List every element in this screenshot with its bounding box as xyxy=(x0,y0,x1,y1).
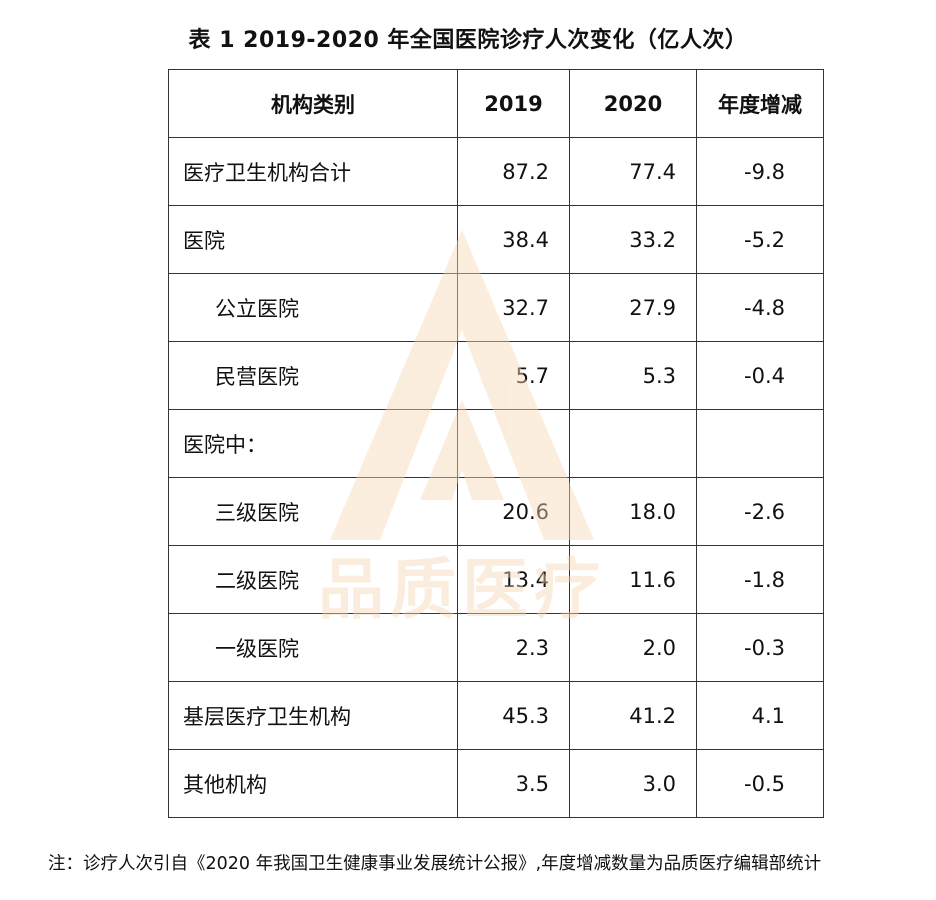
value-change: -4.8 xyxy=(696,273,824,342)
value-2020: 3.0 xyxy=(569,749,697,818)
value-2019: 45.3 xyxy=(457,681,570,750)
value-2020: 18.0 xyxy=(569,477,697,546)
table-row: 其他机构 3.5 3.0 -0.5 xyxy=(168,749,824,818)
row-label: 三级医院 xyxy=(168,477,458,546)
value-change: -1.8 xyxy=(696,545,824,614)
value-2019: 20.6 xyxy=(457,477,570,546)
row-label: 医院 xyxy=(168,205,458,274)
value-change xyxy=(696,409,824,478)
table-row: 公立医院 32.7 27.9 -4.8 xyxy=(168,273,824,342)
table-row: 二级医院 13.4 11.6 -1.8 xyxy=(168,545,824,614)
row-label: 民营医院 xyxy=(168,341,458,410)
row-label: 二级医院 xyxy=(168,545,458,614)
value-2020: 5.3 xyxy=(569,341,697,410)
row-label: 一级医院 xyxy=(168,613,458,682)
value-2019: 5.7 xyxy=(457,341,570,410)
table-row: 医院中： xyxy=(168,409,824,478)
row-label: 医院中： xyxy=(168,409,458,478)
value-change: -9.8 xyxy=(696,137,824,206)
value-2019 xyxy=(457,409,570,478)
table-row: 三级医院 20.6 18.0 -2.6 xyxy=(168,477,824,546)
row-label: 其他机构 xyxy=(168,749,458,818)
value-2019: 13.4 xyxy=(457,545,570,614)
header-row: 机构类别 2019 2020 年度增减 xyxy=(168,69,824,138)
value-2020 xyxy=(569,409,697,478)
value-2019: 3.5 xyxy=(457,749,570,818)
value-change: -0.3 xyxy=(696,613,824,682)
value-2020: 11.6 xyxy=(569,545,697,614)
value-2020: 2.0 xyxy=(569,613,697,682)
value-2019: 38.4 xyxy=(457,205,570,274)
value-2019: 2.3 xyxy=(457,613,570,682)
value-2020: 27.9 xyxy=(569,273,697,342)
table-row: 医院 38.4 33.2 -5.2 xyxy=(168,205,824,274)
value-2019: 32.7 xyxy=(457,273,570,342)
value-change: 4.1 xyxy=(696,681,824,750)
header-2020: 2020 xyxy=(569,69,697,138)
value-2020: 33.2 xyxy=(569,205,697,274)
value-change: -0.5 xyxy=(696,749,824,818)
table-title: 表 1 2019-2020 年全国医院诊疗人次变化（亿人次） xyxy=(188,28,748,53)
header-2019: 2019 xyxy=(457,69,570,138)
row-label: 基层医疗卫生机构 xyxy=(168,681,458,750)
row-label: 医疗卫生机构合计 xyxy=(168,137,458,206)
value-2020: 41.2 xyxy=(569,681,697,750)
header-category: 机构类别 xyxy=(168,69,458,138)
table-row: 医疗卫生机构合计 87.2 77.4 -9.8 xyxy=(168,137,824,206)
value-change: -5.2 xyxy=(696,205,824,274)
value-change: -2.6 xyxy=(696,477,824,546)
header-change: 年度增减 xyxy=(696,69,824,138)
row-label: 公立医院 xyxy=(168,273,458,342)
value-2020: 77.4 xyxy=(569,137,697,206)
value-2019: 87.2 xyxy=(457,137,570,206)
data-table: 机构类别 2019 2020 年度增减 医疗卫生机构合计 87.2 77.4 -… xyxy=(168,69,824,818)
footnote: 注：诊疗人次引自《2020 年我国卫生健康事业发展统计公报》,年度增减数量为品质… xyxy=(48,854,822,874)
table-row: 一级医院 2.3 2.0 -0.3 xyxy=(168,613,824,682)
value-change: -0.4 xyxy=(696,341,824,410)
table-row: 基层医疗卫生机构 45.3 41.2 4.1 xyxy=(168,681,824,750)
table-row: 民营医院 5.7 5.3 -0.4 xyxy=(168,341,824,410)
